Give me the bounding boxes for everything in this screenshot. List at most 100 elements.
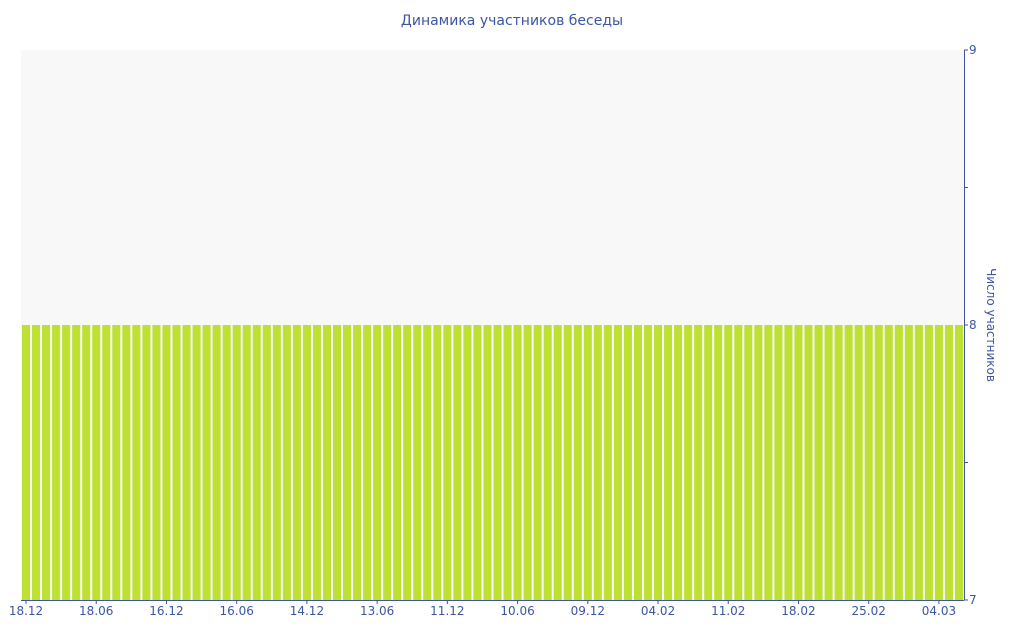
bar — [122, 325, 131, 600]
bar — [413, 325, 422, 600]
bar — [62, 325, 71, 600]
x-tick-label: 09.12 — [571, 604, 605, 618]
bar — [934, 325, 943, 600]
x-tick-label: 04.03 — [922, 604, 956, 618]
bar — [904, 325, 913, 600]
x-tick-label: 11.02 — [711, 604, 745, 618]
bar — [503, 325, 512, 600]
bar — [322, 325, 331, 600]
bar — [82, 325, 91, 600]
bar — [654, 325, 663, 600]
bar — [403, 325, 412, 600]
bar — [643, 325, 653, 600]
bar — [714, 325, 723, 600]
x-tick-label: 16.12 — [149, 604, 183, 618]
bar — [262, 325, 271, 600]
bar — [784, 325, 793, 600]
bar — [332, 325, 342, 600]
bar — [453, 325, 462, 600]
bar — [72, 325, 81, 600]
x-tick-label: 16.06 — [220, 604, 254, 618]
bar — [824, 325, 833, 600]
x-tick-label: 11.12 — [430, 604, 464, 618]
bar — [182, 325, 191, 600]
bar — [383, 325, 392, 600]
bar — [112, 325, 121, 600]
bar — [724, 325, 733, 600]
bar — [754, 325, 763, 600]
bar — [302, 325, 311, 600]
bar — [543, 325, 552, 600]
bar — [32, 325, 41, 600]
bar — [834, 325, 843, 600]
bar — [102, 325, 111, 600]
bar — [272, 325, 281, 600]
bar — [513, 325, 522, 600]
bar — [844, 325, 853, 600]
bar — [292, 325, 301, 600]
bar — [252, 325, 261, 600]
bar — [623, 325, 632, 600]
bar — [854, 325, 863, 600]
x-tick-label: 14.12 — [290, 604, 324, 618]
bar — [222, 325, 231, 600]
bar — [423, 325, 432, 600]
bar — [152, 325, 161, 600]
bar — [433, 325, 442, 600]
bar — [764, 325, 773, 600]
y-axis-label: Число участников — [984, 268, 998, 382]
bar — [744, 325, 753, 600]
bar — [664, 325, 673, 600]
bar — [202, 325, 211, 600]
bar — [603, 325, 612, 600]
bar — [473, 325, 482, 600]
bar — [734, 325, 743, 600]
y-tick-label: 7 — [969, 593, 977, 607]
bar — [312, 325, 321, 600]
x-tick-label: 13.06 — [360, 604, 394, 618]
bar — [593, 325, 602, 600]
x-tick-label: 18.06 — [79, 604, 113, 618]
bar — [874, 325, 883, 600]
bar — [704, 325, 713, 600]
bar — [774, 325, 783, 600]
bar — [373, 325, 382, 600]
bar — [573, 325, 582, 600]
bar — [814, 325, 823, 600]
bar — [954, 325, 963, 600]
bar — [212, 325, 221, 600]
bar — [132, 325, 141, 600]
bar — [523, 325, 532, 600]
bar — [694, 325, 703, 600]
bar — [674, 325, 683, 600]
bar — [563, 325, 572, 600]
bar — [232, 325, 241, 600]
bar — [393, 325, 402, 600]
bar — [343, 325, 352, 600]
bar — [493, 325, 502, 600]
bar — [142, 325, 151, 600]
bar — [924, 325, 933, 600]
bar — [794, 325, 803, 600]
bar — [864, 325, 873, 600]
y-tick-label: 8 — [969, 318, 977, 332]
x-tick-label: 04.02 — [641, 604, 675, 618]
bar — [894, 325, 903, 600]
bar — [172, 325, 181, 600]
bar — [633, 325, 642, 600]
bar — [944, 325, 953, 600]
bar — [242, 325, 251, 600]
bar — [443, 325, 452, 600]
bar — [353, 325, 362, 600]
chart-title: Динамика участников беседы — [400, 13, 624, 29]
x-tick-label: 25.02 — [852, 604, 886, 618]
bar — [483, 325, 492, 600]
y-tick-label: 9 — [969, 43, 977, 57]
bar — [22, 325, 31, 600]
bar — [553, 325, 562, 600]
bar — [884, 325, 893, 600]
bar — [282, 325, 291, 600]
bar — [533, 325, 542, 600]
bar — [914, 325, 923, 600]
